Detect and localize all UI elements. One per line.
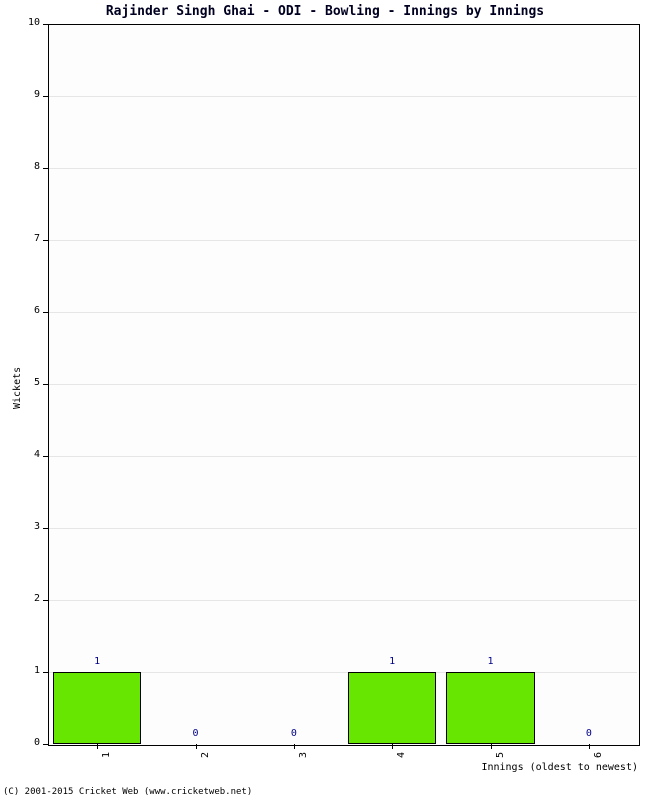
- value-label: 1: [476, 656, 506, 667]
- x-tick: [491, 744, 492, 749]
- x-tick-label: 6: [593, 752, 604, 758]
- x-tick-label: 4: [396, 752, 407, 758]
- y-tick-label: 5: [20, 377, 40, 388]
- y-tick: [43, 744, 48, 745]
- x-tick: [392, 744, 393, 749]
- y-tick: [43, 528, 48, 529]
- y-tick-label: 7: [20, 233, 40, 244]
- x-tick-label: 1: [101, 752, 112, 758]
- value-label: 0: [181, 728, 211, 739]
- x-tick: [97, 744, 98, 749]
- gridline: [49, 240, 637, 241]
- gridline: [49, 456, 637, 457]
- gridline: [49, 528, 637, 529]
- y-tick-label: 4: [20, 449, 40, 460]
- y-tick: [43, 168, 48, 169]
- y-tick-label: 3: [20, 521, 40, 532]
- gridline: [49, 312, 637, 313]
- y-tick-label: 10: [20, 17, 40, 28]
- y-tick-label: 1: [20, 665, 40, 676]
- value-label: 1: [377, 656, 407, 667]
- y-tick: [43, 384, 48, 385]
- y-tick-label: 2: [20, 593, 40, 604]
- value-label: 0: [574, 728, 604, 739]
- bar: [446, 672, 535, 744]
- value-label: 1: [82, 656, 112, 667]
- y-tick-label: 0: [20, 737, 40, 748]
- x-tick-label: 2: [200, 752, 211, 758]
- y-tick-label: 8: [20, 161, 40, 172]
- y-tick-label: 9: [20, 89, 40, 100]
- x-tick-label: 5: [495, 752, 506, 758]
- chart-title: Rajinder Singh Ghai - ODI - Bowling - In…: [0, 4, 650, 19]
- copyright-text: (C) 2001-2015 Cricket Web (www.cricketwe…: [3, 787, 252, 797]
- bar: [53, 672, 142, 744]
- y-tick: [43, 96, 48, 97]
- chart-container: Rajinder Singh Ghai - ODI - Bowling - In…: [0, 0, 650, 800]
- x-tick: [589, 744, 590, 749]
- gridline: [49, 384, 637, 385]
- gridline: [49, 600, 637, 601]
- y-tick-label: 6: [20, 305, 40, 316]
- x-axis-label: Innings (oldest to newest): [481, 762, 638, 773]
- x-tick: [294, 744, 295, 749]
- y-tick: [43, 600, 48, 601]
- y-tick: [43, 24, 48, 25]
- x-tick-label: 3: [298, 752, 309, 758]
- y-tick: [43, 240, 48, 241]
- gridline: [49, 96, 637, 97]
- gridline: [49, 168, 637, 169]
- y-tick: [43, 672, 48, 673]
- plot-area: [48, 24, 640, 746]
- x-tick: [196, 744, 197, 749]
- y-tick: [43, 456, 48, 457]
- bar: [348, 672, 437, 744]
- value-label: 0: [279, 728, 309, 739]
- y-tick: [43, 312, 48, 313]
